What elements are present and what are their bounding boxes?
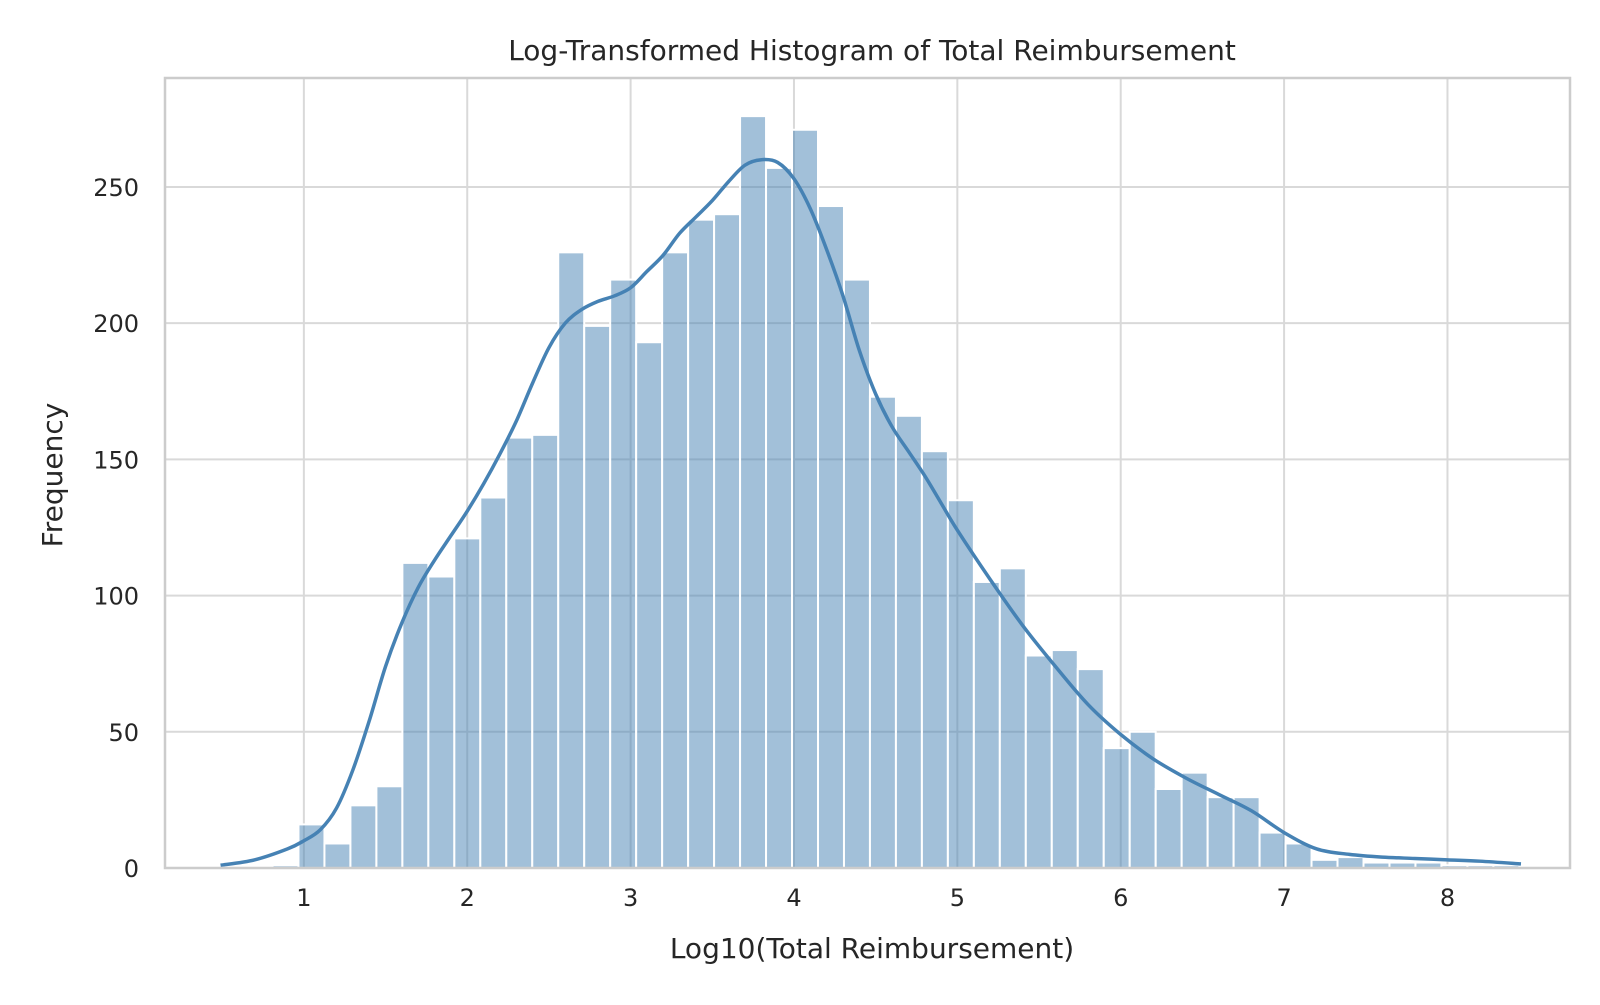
histogram-bar xyxy=(1206,796,1235,870)
histogram-bar xyxy=(661,251,690,869)
tick-labels: 1 2 3 4 5 6 7 8 0 50 100 150 200 250 xyxy=(93,174,1455,912)
x-tick-label: 2 xyxy=(460,884,475,912)
histogram-bar xyxy=(349,804,378,870)
y-tick-label: 250 xyxy=(93,174,139,202)
histogram-bars xyxy=(271,115,1521,870)
plot-frame-border xyxy=(163,76,1572,870)
histogram-bar xyxy=(609,278,638,870)
kde-curve-group xyxy=(220,157,1522,868)
histogram-bar xyxy=(791,128,819,870)
x-tick-label: 7 xyxy=(1276,884,1291,912)
x-tick-label: 8 xyxy=(1440,884,1455,912)
histogram-bar xyxy=(842,278,871,870)
histogram-bar xyxy=(1024,654,1053,869)
histogram-bar xyxy=(427,575,456,869)
x-tick-label: 5 xyxy=(950,884,965,912)
histogram-bar xyxy=(557,251,586,869)
histogram-bar xyxy=(946,499,975,869)
histogram-bar xyxy=(972,580,1001,869)
histogram-bar xyxy=(687,218,716,870)
histogram-bar xyxy=(894,414,923,869)
y-axis-label: Frequency xyxy=(36,403,69,548)
histogram-bar xyxy=(505,436,534,869)
histogram-bar xyxy=(1050,649,1079,869)
kde-line xyxy=(220,157,1522,868)
histogram-bar xyxy=(453,537,482,870)
chart-title: Log-Transformed Histogram of Total Reimb… xyxy=(508,34,1236,67)
y-tick-label: 0 xyxy=(124,855,139,883)
histogram-bar xyxy=(375,785,404,870)
histogram-bar xyxy=(1258,831,1287,869)
x-axis-label: Log10(Total Reimbursement) xyxy=(670,932,1074,965)
histogram-bar xyxy=(816,205,845,869)
histogram-bar xyxy=(739,115,768,869)
histogram-bar xyxy=(479,496,508,869)
x-tick-label: 4 xyxy=(786,884,801,912)
histogram-bar xyxy=(868,395,897,869)
histogram-bar xyxy=(1336,856,1365,870)
histogram-bar xyxy=(323,842,352,870)
y-tick-label: 50 xyxy=(108,719,139,747)
histogram-bar xyxy=(920,450,949,869)
y-tick-label: 100 xyxy=(93,583,139,611)
histogram-bar xyxy=(713,213,742,869)
x-tick-label: 3 xyxy=(623,884,638,912)
histogram-bar xyxy=(998,567,1027,870)
y-tick-label: 200 xyxy=(93,310,139,338)
histogram-bar xyxy=(1284,842,1313,870)
x-tick-label: 1 xyxy=(296,884,311,912)
histogram-bar xyxy=(635,341,664,869)
x-tick-label: 6 xyxy=(1113,884,1128,912)
plot-frame xyxy=(163,76,1572,870)
y-tick-label: 150 xyxy=(93,446,139,474)
histogram-bar xyxy=(1154,788,1183,869)
histogram-bar xyxy=(765,166,794,869)
histogram-bar xyxy=(583,324,612,869)
histogram-bar xyxy=(531,433,560,869)
histogram-bar xyxy=(1102,747,1131,870)
